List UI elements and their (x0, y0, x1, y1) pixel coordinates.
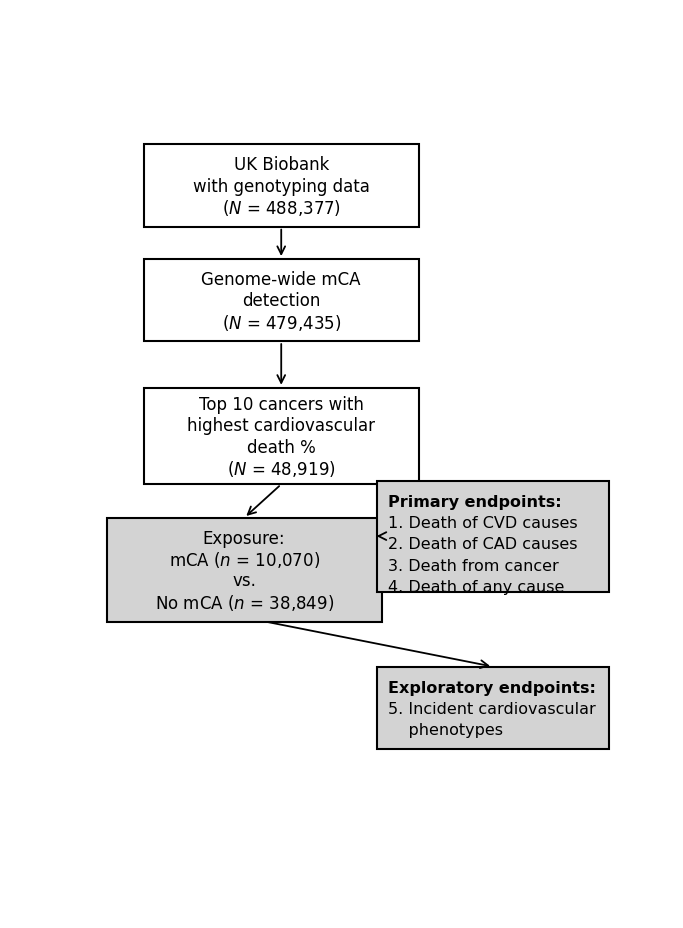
Bar (376, 667, 609, 749)
Text: death %: death % (247, 438, 316, 457)
Text: 1. Death of CVD causes: 1. Death of CVD causes (388, 515, 578, 531)
Text: vs.: vs. (232, 572, 256, 590)
Text: 4. Death of any cause: 4. Death of any cause (388, 580, 565, 595)
Text: Genome-wide mCA: Genome-wide mCA (201, 270, 361, 289)
Text: Exposure:: Exposure: (203, 529, 285, 547)
Text: No mCA ($\it{n}$ = 38,849): No mCA ($\it{n}$ = 38,849) (154, 592, 334, 612)
Text: 3. Death from cancer: 3. Death from cancer (388, 559, 559, 574)
Text: ($\it{N}$ = 488,377): ($\it{N}$ = 488,377) (222, 198, 341, 218)
Bar (376, 481, 609, 592)
Text: highest cardiovascular: highest cardiovascular (187, 417, 375, 434)
Text: 5. Incident cardiovascular: 5. Incident cardiovascular (388, 702, 596, 716)
Text: Primary endpoints:: Primary endpoints: (388, 494, 562, 509)
Text: phenotypes: phenotypes (388, 723, 503, 738)
Bar (143, 388, 419, 484)
Text: mCA ($\it{n}$ = 10,070): mCA ($\it{n}$ = 10,070) (169, 549, 320, 570)
Text: Top 10 cancers with: Top 10 cancers with (199, 395, 363, 413)
Bar (143, 260, 419, 342)
Bar (143, 146, 419, 227)
Text: UK Biobank: UK Biobank (234, 156, 329, 174)
Text: 2. Death of CAD causes: 2. Death of CAD causes (388, 537, 578, 552)
Bar (107, 519, 382, 622)
Text: Exploratory endpoints:: Exploratory endpoints: (388, 680, 596, 695)
Text: ($\it{N}$ = 48,919): ($\it{N}$ = 48,919) (227, 458, 335, 479)
Text: with genotyping data: with genotyping data (193, 177, 370, 196)
Text: ($\it{N}$ = 479,435): ($\it{N}$ = 479,435) (221, 312, 341, 332)
Text: detection: detection (242, 291, 320, 310)
